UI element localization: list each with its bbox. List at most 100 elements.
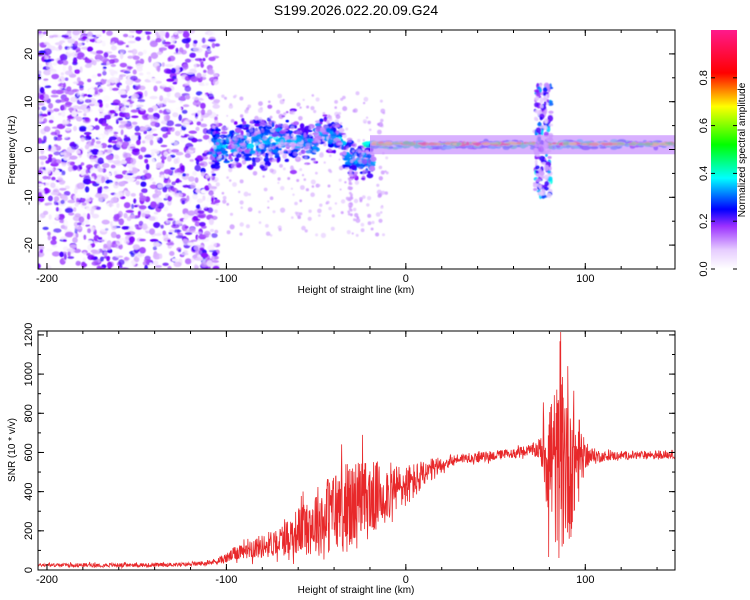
noise-blob (125, 191, 131, 197)
haze-blob (266, 232, 270, 236)
transition-blob (290, 143, 296, 148)
haze-blob (311, 185, 315, 188)
noise-blob (101, 219, 110, 225)
noise-blob (149, 158, 156, 164)
noise-blob (213, 68, 218, 74)
disturbance-blob (543, 101, 547, 106)
transition-blob (221, 126, 227, 132)
noise-blob (51, 73, 60, 80)
transition-blob (285, 111, 289, 114)
noise-blob (39, 249, 44, 254)
noise-blob (114, 252, 120, 258)
noise-blob (68, 107, 74, 112)
haze-blob (277, 181, 280, 184)
noise-blob (134, 132, 141, 136)
haze-blob (290, 137, 294, 141)
disturbance-blob (543, 164, 550, 171)
haze-blob (233, 132, 236, 135)
noise-blob (58, 207, 62, 214)
noise-blob (76, 77, 81, 83)
noise-blob (48, 154, 53, 158)
haze-blob (379, 99, 383, 103)
haze-blob (234, 136, 239, 141)
noise-blob (38, 106, 41, 111)
noise-blob (67, 199, 76, 204)
noise-blob (141, 223, 148, 230)
transition-blob (210, 163, 216, 169)
noise-blob (179, 100, 183, 104)
noise-blob (163, 68, 172, 74)
noise-blob (131, 48, 138, 55)
noise-blob (183, 213, 189, 220)
noise-blob (147, 114, 154, 120)
noise-blob (49, 35, 54, 39)
noise-blob (155, 31, 159, 36)
noise-blob (80, 137, 85, 142)
noise-blob (40, 74, 45, 78)
noise-blob (119, 160, 127, 165)
noise-blob (60, 199, 65, 205)
noise-blob (166, 107, 174, 113)
transition-blob (256, 145, 259, 149)
disturbance-blob (548, 123, 554, 127)
transition-blob (289, 169, 297, 175)
noise-blob (94, 102, 100, 107)
haze-blob (338, 178, 342, 182)
snr-frame (37, 330, 676, 571)
noise-blob (78, 125, 87, 131)
noise-blob (77, 92, 84, 96)
haze-blob (246, 138, 252, 143)
haze-blob (378, 122, 384, 127)
haze-blob (354, 213, 359, 218)
noise-blob (90, 51, 96, 54)
noise-blob (48, 119, 54, 124)
noise-blob (189, 159, 194, 162)
noise-blob (191, 137, 198, 143)
haze-blob (229, 224, 235, 230)
haze-blob (338, 158, 341, 161)
noise-blob (106, 60, 110, 68)
transition-blob (268, 149, 272, 152)
noise-blob (152, 253, 161, 260)
noise-blob (99, 103, 103, 108)
noise-blob (129, 214, 136, 219)
disturbance-blob (544, 174, 549, 181)
transition-blob (241, 138, 246, 141)
noise-blob (129, 177, 136, 182)
noise-blob (163, 169, 172, 175)
noise-blob (75, 139, 82, 145)
noise-blob (106, 261, 113, 269)
noise-blob (123, 212, 128, 219)
noise-blob (190, 252, 195, 256)
noise-blob (129, 167, 133, 171)
haze-blob (239, 114, 244, 118)
noise-blob (54, 169, 60, 176)
noise-blob (43, 69, 52, 76)
spike-blob (349, 202, 353, 205)
noise-blob (184, 258, 192, 265)
transition-blob (370, 156, 377, 162)
haze-blob (328, 154, 332, 158)
noise-blob (207, 109, 213, 116)
noise-blob (186, 70, 195, 75)
noise-blob (211, 263, 221, 267)
haze-blob (269, 134, 273, 137)
noise-blob (190, 75, 199, 82)
haze-blob (327, 148, 331, 151)
haze-blob (318, 184, 321, 187)
transition-blob (315, 126, 321, 131)
noise-blob (38, 145, 42, 150)
haze-blob (331, 214, 335, 218)
noise-blob (74, 226, 83, 230)
noise-blob (192, 193, 198, 200)
spike-blob (350, 196, 354, 200)
noise-blob (97, 135, 103, 140)
noise-blob (190, 239, 198, 242)
noise-blob (60, 72, 65, 76)
noise-blob (97, 151, 102, 157)
noise-blob (71, 51, 76, 58)
noise-blob (52, 244, 58, 248)
noise-blob (190, 182, 196, 189)
haze-blob (301, 225, 306, 231)
